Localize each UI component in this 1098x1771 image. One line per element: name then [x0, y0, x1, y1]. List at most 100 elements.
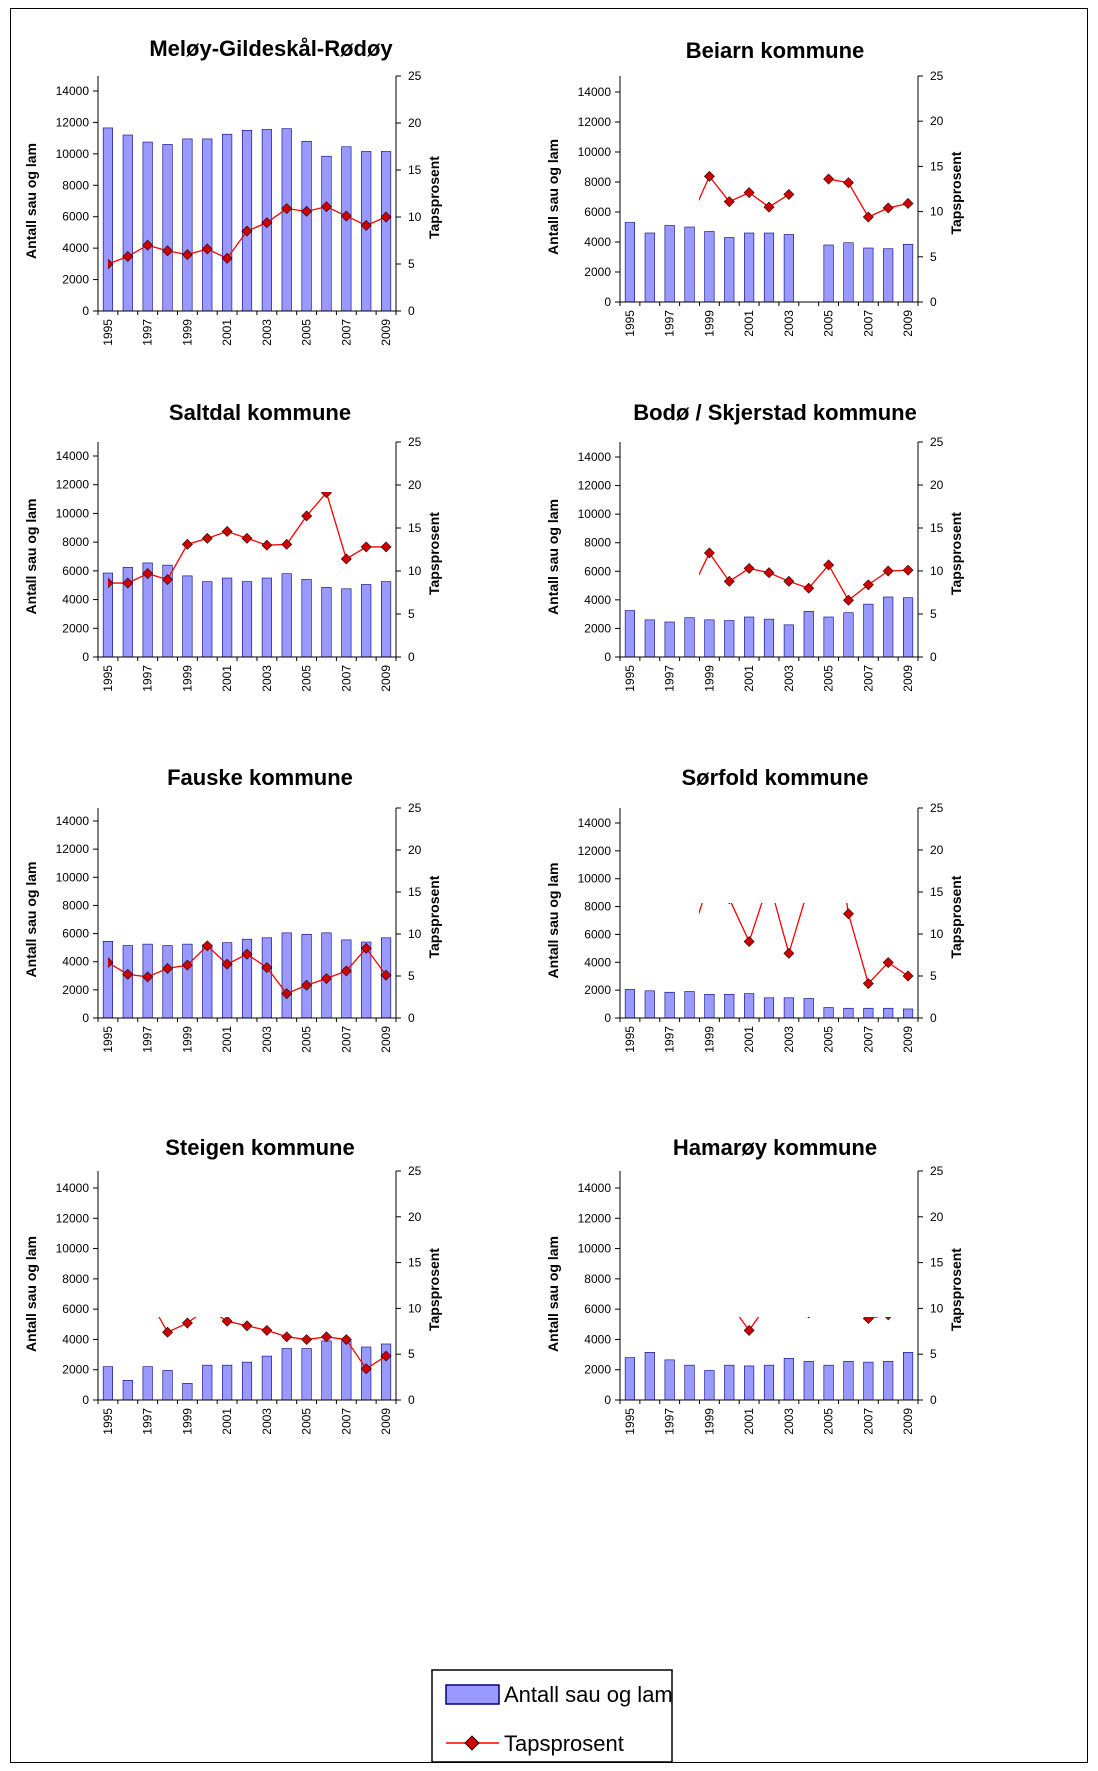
y-axis-label: Antall sau og lam: [545, 139, 561, 255]
bar: [684, 1364, 695, 1401]
line-point: [162, 962, 173, 974]
line-point: [645, 901, 655, 911]
y2-tick-label: 15: [408, 885, 422, 899]
bar: [624, 222, 636, 303]
chart-panel-2: Beiarn kommune 0 2000 4000 6000 8000 10000 1200…: [545, 38, 964, 337]
line-point: [823, 173, 835, 185]
bar: [102, 127, 114, 312]
line-point: [703, 170, 715, 182]
y2-tick-label: 25: [408, 69, 422, 83]
bar: [644, 990, 655, 1019]
y2-tick-label: 10: [930, 927, 944, 941]
y-tick-label: 14000: [56, 1181, 90, 1195]
bar: [624, 989, 636, 1019]
chart-title: Saltdal kommune: [169, 400, 351, 425]
y2-tick-label: 0: [930, 295, 937, 309]
line-point: [321, 492, 332, 499]
y-tick-label: 4000: [62, 955, 89, 969]
bar: [724, 237, 735, 303]
line-point: [380, 541, 392, 553]
x-tick-label: 2003: [260, 1026, 274, 1053]
y-tick-label: 8000: [62, 178, 89, 192]
y-tick-label: 0: [604, 1393, 611, 1407]
y2-tick-label: 0: [930, 650, 937, 664]
line-point: [704, 1293, 714, 1303]
y-tick-label: 12000: [578, 1211, 612, 1225]
x-tick-label: 2009: [379, 1408, 393, 1435]
y2-tick-label: 0: [930, 1393, 937, 1407]
y-tick-label: 6000: [62, 210, 89, 224]
line-point: [380, 1350, 392, 1362]
y-tick-label: 2000: [62, 273, 89, 287]
y2-tick-label: 5: [408, 257, 415, 271]
bar: [684, 991, 695, 1019]
line-point: [360, 220, 372, 231]
y-tick-label: 2000: [584, 265, 611, 279]
x-tick-label: 1999: [702, 1408, 716, 1435]
bar: [142, 141, 153, 312]
y-axis-label: Antall sau og lam: [545, 1236, 561, 1352]
line-point: [321, 201, 332, 213]
bar: [644, 232, 655, 303]
line-point: [843, 594, 854, 606]
y2-axis-label: Tapsprosent: [426, 512, 442, 595]
x-tick-label: 2005: [822, 1408, 836, 1435]
line-point: [301, 1334, 313, 1345]
line-point: [743, 936, 755, 948]
bar: [783, 1358, 794, 1401]
bar: [380, 581, 392, 658]
y-tick-label: 4000: [584, 955, 611, 969]
bar: [883, 596, 894, 658]
y2-tick-label: 10: [408, 1301, 422, 1315]
bar: [664, 225, 675, 303]
bar: [664, 991, 675, 1019]
bar: [301, 1348, 312, 1401]
line-point: [665, 921, 675, 931]
line-point: [241, 948, 253, 960]
x-tick-label: 1995: [101, 1026, 115, 1053]
line-series: [108, 201, 392, 270]
x-tick-label: 2009: [901, 1026, 915, 1053]
line-point: [843, 177, 854, 189]
line-point: [340, 553, 352, 565]
y2-tick-label: 5: [408, 607, 415, 621]
bar: [102, 941, 114, 1019]
y-tick-label: 14000: [56, 814, 90, 828]
x-tick-label: 1995: [623, 1408, 637, 1435]
y2-tick-label: 0: [408, 1393, 415, 1407]
bar: [724, 994, 735, 1019]
line-point: [843, 908, 854, 920]
bar: [744, 616, 755, 658]
x-tick-label: 2007: [339, 319, 353, 346]
x-tick-label: 2003: [260, 1408, 274, 1435]
bar: [902, 243, 914, 303]
line-point: [723, 903, 735, 905]
x-tick-label: 1997: [141, 1026, 155, 1053]
y2-tick-label: 15: [408, 1256, 422, 1270]
line-point: [261, 217, 273, 229]
y2-tick-label: 0: [408, 1011, 415, 1025]
y-tick-label: 12000: [56, 115, 90, 129]
y2-tick-label: 20: [930, 1210, 944, 1224]
line-point: [221, 958, 233, 970]
line-point: [704, 876, 714, 886]
x-tick-label: 1997: [663, 1408, 677, 1435]
y2-tick-label: 25: [930, 801, 944, 815]
bar: [102, 1366, 114, 1401]
line-point: [743, 1324, 755, 1336]
bar: [341, 1340, 352, 1401]
x-tick-label: 2009: [901, 1408, 915, 1435]
line-point: [882, 957, 894, 969]
chart-title: Hamarøy kommune: [673, 1135, 877, 1160]
bar: [803, 610, 814, 658]
line-point: [122, 251, 134, 262]
y2-tick-label: 5: [930, 1347, 937, 1361]
y2-tick-label: 25: [930, 1164, 944, 1178]
line-point: [281, 988, 293, 1000]
y2-tick-label: 10: [408, 210, 422, 224]
x-tick-label: 2001: [220, 1026, 234, 1053]
line-point: [764, 876, 774, 886]
x-tick-label: 2005: [822, 1026, 836, 1053]
y2-tick-label: 5: [930, 250, 937, 264]
bar: [122, 945, 133, 1019]
